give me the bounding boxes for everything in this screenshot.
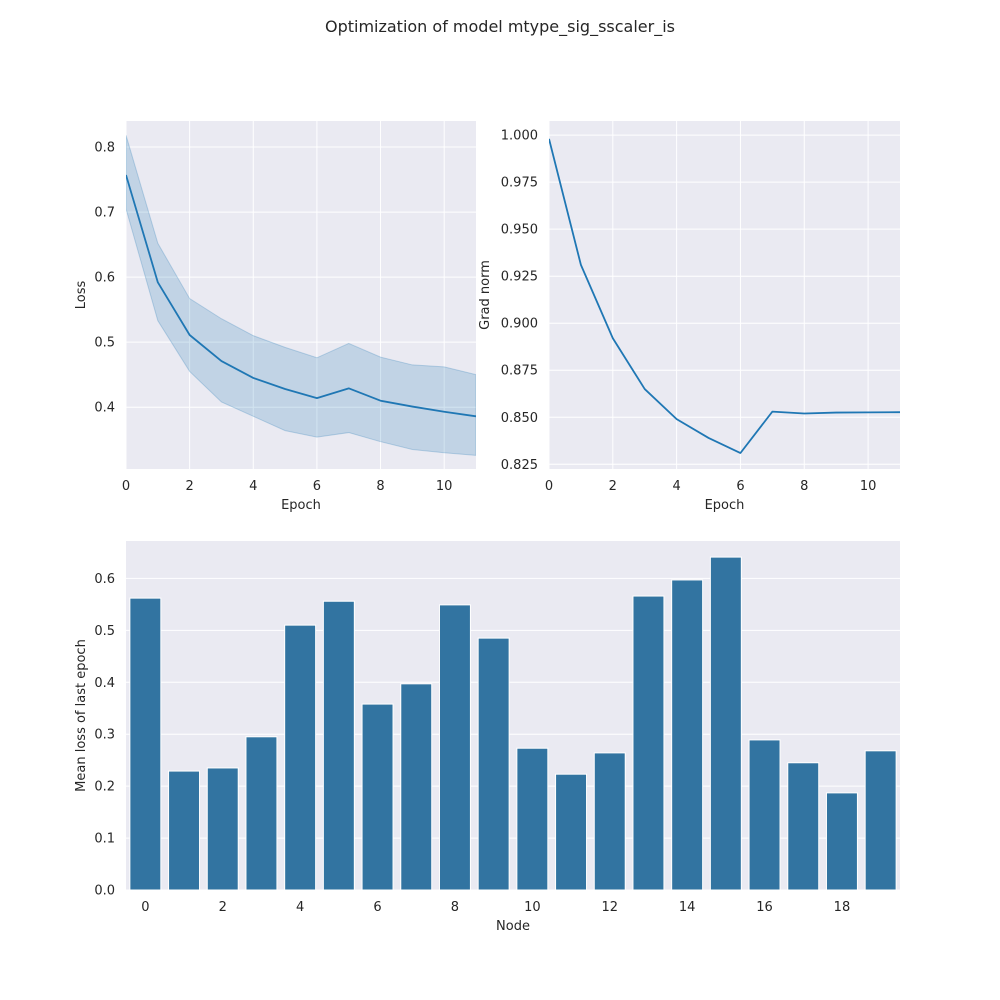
y-tick-label: 0.0 bbox=[94, 884, 115, 899]
y-tick-label: 0.875 bbox=[501, 364, 538, 379]
x-tick-label: 0 bbox=[122, 479, 130, 494]
x-axis-label: Node bbox=[496, 919, 530, 934]
y-tick-label: 0.950 bbox=[501, 223, 538, 238]
y-axis-label: Mean loss of last epoch bbox=[74, 639, 89, 792]
y-tick-label: 0.3 bbox=[94, 728, 115, 743]
y-axis-label: Loss bbox=[74, 281, 89, 310]
bar bbox=[206, 767, 239, 891]
bar bbox=[787, 762, 820, 891]
x-tick-label: 18 bbox=[834, 900, 851, 915]
x-tick-label: 8 bbox=[800, 479, 808, 494]
x-tick-label: 8 bbox=[451, 900, 459, 915]
x-tick-label: 6 bbox=[373, 900, 381, 915]
bar bbox=[361, 703, 394, 891]
x-axis-label: Epoch bbox=[705, 498, 745, 513]
y-axis-label: Grad norm bbox=[478, 260, 493, 330]
x-tick-label: 0 bbox=[141, 900, 149, 915]
y-tick-label: 0.1 bbox=[94, 832, 115, 847]
bar bbox=[438, 604, 471, 891]
y-tick-label: 0.925 bbox=[501, 270, 538, 285]
bar bbox=[632, 595, 665, 891]
x-tick-label: 6 bbox=[313, 479, 321, 494]
bar bbox=[477, 637, 510, 891]
bar bbox=[709, 556, 742, 891]
x-tick-label: 14 bbox=[679, 900, 696, 915]
y-tick-label: 0.5 bbox=[94, 336, 115, 351]
y-tick-label: 0.900 bbox=[501, 317, 538, 332]
figure-title: Optimization of model mtype_sig_sscaler_… bbox=[325, 17, 675, 37]
bar bbox=[593, 752, 626, 891]
bar bbox=[168, 770, 201, 891]
series-line bbox=[126, 174, 476, 418]
x-tick-label: 16 bbox=[756, 900, 773, 915]
bar bbox=[284, 624, 317, 891]
node-loss-bar-chart: 0.0 0.1 0.2 0.3 0.4 0.5 0.6 0 2 4 6 8 10 12 14 16 18 Node… bbox=[74, 541, 900, 934]
grad-norm-chart: 0.825 0.850 0.875 0.900 0.925 0.950 0.975 1.000… bbox=[478, 121, 900, 513]
x-tick-label: 2 bbox=[219, 900, 227, 915]
y-tick-label: 0.8 bbox=[94, 141, 115, 156]
x-tick-label: 2 bbox=[185, 479, 193, 494]
x-tick-label: 4 bbox=[249, 479, 257, 494]
bar bbox=[864, 750, 897, 891]
x-tick-label: 10 bbox=[524, 900, 541, 915]
x-tick-label: 8 bbox=[376, 479, 384, 494]
bar bbox=[129, 597, 162, 891]
x-tick-label: 2 bbox=[609, 479, 617, 494]
x-tick-label: 4 bbox=[672, 479, 680, 494]
y-tick-label: 0.850 bbox=[501, 411, 538, 426]
bar bbox=[245, 736, 278, 891]
x-tick-label: 4 bbox=[296, 900, 304, 915]
y-tick-label: 0.825 bbox=[501, 458, 538, 473]
bar bbox=[322, 600, 355, 891]
bar bbox=[400, 683, 433, 891]
x-tick-label: 12 bbox=[601, 900, 618, 915]
bar bbox=[516, 747, 549, 891]
y-tick-label: 0.6 bbox=[94, 271, 115, 286]
series-line bbox=[549, 138, 900, 454]
bar bbox=[748, 739, 781, 891]
y-tick-label: 0.7 bbox=[94, 206, 115, 221]
y-tick-label: 0.6 bbox=[94, 572, 115, 587]
y-tick-label: 0.4 bbox=[94, 401, 115, 416]
x-axis-label: Epoch bbox=[281, 498, 321, 513]
x-tick-label: 10 bbox=[860, 479, 877, 494]
bar bbox=[671, 579, 704, 891]
confidence-band bbox=[126, 135, 476, 456]
plot-area bbox=[549, 121, 900, 469]
y-tick-label: 1.000 bbox=[501, 129, 538, 144]
y-tick-label: 0.5 bbox=[94, 624, 115, 639]
bar bbox=[825, 792, 858, 891]
x-tick-label: 6 bbox=[736, 479, 744, 494]
plot-area bbox=[126, 121, 476, 469]
x-tick-label: 0 bbox=[545, 479, 553, 494]
y-tick-label: 0.975 bbox=[501, 176, 538, 191]
x-tick-label: 10 bbox=[436, 479, 453, 494]
bar bbox=[555, 773, 588, 891]
y-tick-label: 0.2 bbox=[94, 780, 115, 795]
loss-chart: 0.4 0.5 0.6 0.7 0.8 0 2 4 6 8 10 Epoch Loss bbox=[74, 121, 476, 513]
y-tick-label: 0.4 bbox=[94, 676, 115, 691]
